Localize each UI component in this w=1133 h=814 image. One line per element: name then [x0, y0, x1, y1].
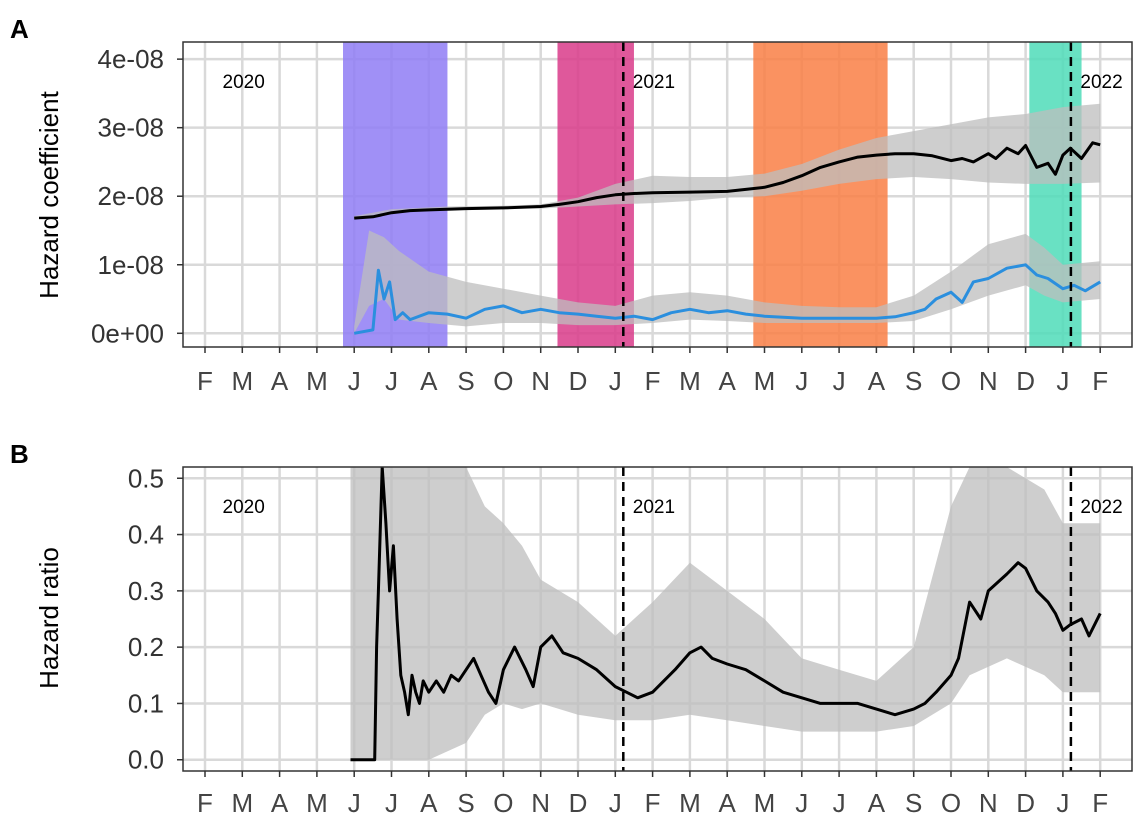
x-tick-label: M: [231, 366, 253, 396]
plot-frame: [182, 466, 1133, 772]
x-tick-label: N: [531, 788, 550, 814]
plot-area-b: 2020 2021 2022: [183, 467, 1132, 771]
series-line-1: [354, 141, 1101, 220]
x-tick-label: J: [1056, 788, 1069, 814]
panel-a-letter: A: [10, 14, 29, 44]
x-tick-label: F: [1092, 366, 1108, 396]
year-label-2020: 2020: [223, 497, 265, 518]
x-tick-label: A: [719, 366, 737, 396]
panel-a-y-axis-label: Hazard coefficient: [34, 90, 64, 298]
x-tick-label: A: [271, 788, 289, 814]
plot-frame: [182, 41, 1133, 348]
x-tick-label: N: [531, 366, 550, 396]
x-tick-label: A: [420, 366, 438, 396]
x-tick-label: N: [979, 788, 998, 814]
panel-b-letter: B: [10, 439, 29, 469]
x-tick-label: J: [609, 366, 622, 396]
series-line-2: [353, 263, 1101, 335]
x-tick-label: A: [868, 788, 886, 814]
confidence-ribbon-1: [350, 467, 1101, 760]
x-tick-label: M: [306, 788, 328, 814]
x-tick-label: S: [905, 366, 922, 396]
confidence-ribbon-1: [354, 103, 1101, 219]
y-tick-label: 0.0: [128, 745, 164, 775]
y-tick-label: 0.2: [128, 632, 164, 662]
y-tick-label: 0.1: [128, 688, 164, 718]
x-tick-label: M: [231, 788, 253, 814]
x-tick-label: S: [457, 366, 474, 396]
x-tick-label: O: [493, 788, 513, 814]
x-tick-label: D: [569, 788, 588, 814]
panel-a: A Hazard coefficient 2020 2021 2022 0e+00 1e…: [10, 14, 1133, 396]
year-label-2022: 2022: [1080, 497, 1122, 518]
y-tick-label: 1e-08: [98, 250, 165, 280]
x-tick-label: M: [306, 366, 328, 396]
x-tick-label: A: [719, 788, 737, 814]
x-tick-label: A: [271, 366, 289, 396]
x-tick-label: D: [1016, 366, 1035, 396]
year-label-2021: 2021: [633, 72, 675, 93]
panel-b-y-axis-label: Hazard ratio: [34, 547, 64, 689]
x-tick-label: F: [645, 788, 661, 814]
x-tick-label: D: [569, 366, 588, 396]
y-tick-label: 0.3: [128, 576, 164, 606]
y-tick-label: 4e-08: [98, 44, 165, 74]
x-tick-label: N: [979, 366, 998, 396]
x-tick-label: F: [645, 366, 661, 396]
x-tick-label: F: [197, 788, 213, 814]
y-tick-label: 0e+00: [91, 318, 164, 348]
y-tick-label: 0.5: [128, 463, 164, 493]
y-tick-label: 2e-08: [98, 181, 165, 211]
x-tick-label: J: [609, 788, 622, 814]
x-tick-label: J: [385, 366, 398, 396]
x-tick-label: J: [1056, 366, 1069, 396]
y-tick-label: 3e-08: [98, 113, 165, 143]
x-tick-label: O: [941, 788, 961, 814]
year-label-2022: 2022: [1080, 72, 1122, 93]
confidence-ribbon-2: [354, 230, 1101, 334]
x-tick-label: M: [754, 366, 776, 396]
x-tick-label: M: [679, 788, 701, 814]
y-tick-label: 0.4: [128, 520, 164, 550]
year-label-2020: 2020: [223, 72, 265, 93]
panel-b: B Hazard ratio 2020 2021 2022 0.0 0.1 0.2 0.3 0…: [10, 439, 1133, 814]
year-label-2021: 2021: [633, 497, 675, 518]
x-tick-label: J: [795, 788, 808, 814]
x-tick-label: O: [493, 366, 513, 396]
x-tick-label: F: [1092, 788, 1108, 814]
x-tick-label: J: [348, 788, 361, 814]
x-tick-label: S: [905, 788, 922, 814]
x-tick-label: J: [385, 788, 398, 814]
x-tick-label: D: [1016, 788, 1035, 814]
plot-area-a: 2020 2021 2022: [183, 42, 1132, 347]
x-tick-label: M: [679, 366, 701, 396]
x-tick-label: J: [348, 366, 361, 396]
x-tick-label: J: [795, 366, 808, 396]
x-tick-label: A: [868, 366, 886, 396]
x-tick-label: F: [197, 366, 213, 396]
series-line-1: [350, 467, 1102, 762]
x-tick-label: O: [941, 366, 961, 396]
x-tick-label: M: [754, 788, 776, 814]
x-tick-label: A: [420, 788, 438, 814]
x-tick-label: S: [457, 788, 474, 814]
x-tick-label: J: [833, 788, 846, 814]
x-tick-label: J: [833, 366, 846, 396]
